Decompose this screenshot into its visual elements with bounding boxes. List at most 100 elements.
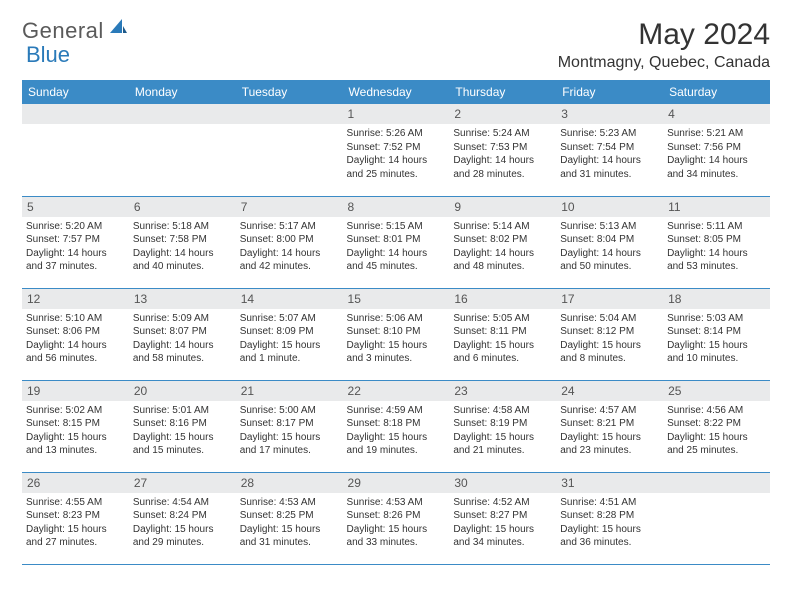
day-info: Sunrise: 5:21 AMSunset: 7:56 PMDaylight:…: [667, 127, 766, 181]
month-title: May 2024: [558, 18, 770, 52]
day-info: Sunrise: 4:57 AMSunset: 8:21 PMDaylight:…: [560, 404, 659, 458]
sunset-text: Sunset: 8:19 PM: [453, 417, 552, 431]
calendar-day-cell: 25Sunrise: 4:56 AMSunset: 8:22 PMDayligh…: [663, 380, 770, 472]
day-header-friday: Friday: [556, 80, 663, 104]
daylight-text: Daylight: 15 hours and 3 minutes.: [347, 339, 446, 366]
daylight-text: Daylight: 14 hours and 53 minutes.: [667, 247, 766, 274]
sunset-text: Sunset: 8:18 PM: [347, 417, 446, 431]
daylight-text: Daylight: 15 hours and 17 minutes.: [240, 431, 339, 458]
day-number: 28: [236, 473, 343, 493]
daylight-text: Daylight: 15 hours and 31 minutes.: [240, 523, 339, 550]
day-number: 24: [556, 381, 663, 401]
daylight-text: Daylight: 15 hours and 34 minutes.: [453, 523, 552, 550]
day-header-monday: Monday: [129, 80, 236, 104]
calendar-day-cell: 20Sunrise: 5:01 AMSunset: 8:16 PMDayligh…: [129, 380, 236, 472]
sunrise-text: Sunrise: 5:02 AM: [26, 404, 125, 418]
calendar-day-cell: 18Sunrise: 5:03 AMSunset: 8:14 PMDayligh…: [663, 288, 770, 380]
sunset-text: Sunset: 8:15 PM: [26, 417, 125, 431]
day-info: Sunrise: 5:07 AMSunset: 8:09 PMDaylight:…: [240, 312, 339, 366]
day-number: 16: [449, 289, 556, 309]
sunrise-text: Sunrise: 5:20 AM: [26, 220, 125, 234]
logo-text-general: General: [22, 18, 104, 44]
calendar-day-cell: 3Sunrise: 5:23 AMSunset: 7:54 PMDaylight…: [556, 104, 663, 196]
daylight-text: Daylight: 14 hours and 48 minutes.: [453, 247, 552, 274]
sunset-text: Sunset: 8:28 PM: [560, 509, 659, 523]
day-info: Sunrise: 5:13 AMSunset: 8:04 PMDaylight:…: [560, 220, 659, 274]
daylight-text: Daylight: 14 hours and 42 minutes.: [240, 247, 339, 274]
sunrise-text: Sunrise: 4:53 AM: [347, 496, 446, 510]
daylight-text: Daylight: 14 hours and 40 minutes.: [133, 247, 232, 274]
day-info: Sunrise: 4:53 AMSunset: 8:26 PMDaylight:…: [347, 496, 446, 550]
daylight-text: Daylight: 14 hours and 31 minutes.: [560, 154, 659, 181]
sunset-text: Sunset: 7:52 PM: [347, 141, 446, 155]
sunset-text: Sunset: 7:53 PM: [453, 141, 552, 155]
day-header-sunday: Sunday: [22, 80, 129, 104]
calendar-day-cell: 17 Sunrise: 5:04 AMSunset: 8:12 PMDayligh…: [556, 288, 663, 380]
day-number: 13: [129, 289, 236, 309]
day-info: Sunrise: 5:01 AMSunset: 8:16 PMDaylight:…: [133, 404, 232, 458]
sunrise-text: Sunrise: 5:06 AM: [347, 312, 446, 326]
sunset-text: Sunset: 8:16 PM: [133, 417, 232, 431]
sunrise-text: Sunrise: 4:53 AM: [240, 496, 339, 510]
sunrise-text: Sunrise: 5:17 AM: [240, 220, 339, 234]
day-info: Sunrise: 5:10 AMSunset: 8:06 PMDaylight:…: [26, 312, 125, 366]
daylight-text: Daylight: 15 hours and 25 minutes.: [667, 431, 766, 458]
sunset-text: Sunset: 8:05 PM: [667, 233, 766, 247]
day-info: Sunrise: 5:09 AMSunset: 8:07 PMDaylight:…: [133, 312, 232, 366]
day-number: 6: [129, 197, 236, 217]
day-number: 17: [556, 289, 663, 309]
daylight-text: Daylight: 15 hours and 36 minutes.: [560, 523, 659, 550]
day-info: Sunrise: 5:15 AMSunset: 8:01 PMDaylight:…: [347, 220, 446, 274]
daylight-text: Daylight: 15 hours and 13 minutes.: [26, 431, 125, 458]
calendar-day-cell: 31Sunrise: 4:51 AMSunset: 8:28 PMDayligh…: [556, 472, 663, 564]
sunset-text: Sunset: 8:04 PM: [560, 233, 659, 247]
day-info: Sunrise: 5:04 AMSunset: 8:12 PMDaylight:…: [560, 312, 659, 366]
logo-sail-icon: [108, 17, 128, 40]
calendar-day-cell: 22Sunrise: 4:59 AMSunset: 8:18 PMDayligh…: [343, 380, 450, 472]
day-number: 27: [129, 473, 236, 493]
sunset-text: Sunset: 8:27 PM: [453, 509, 552, 523]
sunset-text: Sunset: 7:58 PM: [133, 233, 232, 247]
calendar-header-row: SundayMondayTuesdayWednesdayThursdayFrid…: [22, 80, 770, 104]
day-number: 4: [663, 104, 770, 124]
calendar-week-row: 26Sunrise: 4:55 AMSunset: 8:23 PMDayligh…: [22, 472, 770, 564]
sunrise-text: Sunrise: 5:13 AM: [560, 220, 659, 234]
page-header: General May 2024 Montmagny, Quebec, Cana…: [22, 18, 770, 72]
day-number: 11: [663, 197, 770, 217]
day-number: 19: [22, 381, 129, 401]
sunrise-text: Sunrise: 5:23 AM: [560, 127, 659, 141]
day-info: Sunrise: 4:51 AMSunset: 8:28 PMDaylight:…: [560, 496, 659, 550]
day-info: Sunrise: 5:18 AMSunset: 7:58 PMDaylight:…: [133, 220, 232, 274]
day-number-empty: [236, 104, 343, 124]
calendar-day-cell: [663, 472, 770, 564]
calendar-day-cell: [22, 104, 129, 196]
sunset-text: Sunset: 8:06 PM: [26, 325, 125, 339]
day-number: 7: [236, 197, 343, 217]
day-info: Sunrise: 5:14 AMSunset: 8:02 PMDaylight:…: [453, 220, 552, 274]
sunrise-text: Sunrise: 5:07 AM: [240, 312, 339, 326]
daylight-text: Daylight: 15 hours and 33 minutes.: [347, 523, 446, 550]
day-number: 29: [343, 473, 450, 493]
sunset-text: Sunset: 8:21 PM: [560, 417, 659, 431]
sunrise-text: Sunrise: 5:09 AM: [133, 312, 232, 326]
day-header-tuesday: Tuesday: [236, 80, 343, 104]
sunset-text: Sunset: 8:25 PM: [240, 509, 339, 523]
sunrise-text: Sunrise: 5:21 AM: [667, 127, 766, 141]
calendar-day-cell: 2Sunrise: 5:24 AMSunset: 7:53 PMDaylight…: [449, 104, 556, 196]
daylight-text: Daylight: 14 hours and 34 minutes.: [667, 154, 766, 181]
sunrise-text: Sunrise: 5:10 AM: [26, 312, 125, 326]
day-info: Sunrise: 4:56 AMSunset: 8:22 PMDaylight:…: [667, 404, 766, 458]
daylight-text: Daylight: 15 hours and 19 minutes.: [347, 431, 446, 458]
calendar-day-cell: 15Sunrise: 5:06 AMSunset: 8:10 PMDayligh…: [343, 288, 450, 380]
sunset-text: Sunset: 8:26 PM: [347, 509, 446, 523]
day-number: 23: [449, 381, 556, 401]
sunrise-text: Sunrise: 5:24 AM: [453, 127, 552, 141]
sunrise-text: Sunrise: 5:26 AM: [347, 127, 446, 141]
day-info: Sunrise: 4:59 AMSunset: 8:18 PMDaylight:…: [347, 404, 446, 458]
sunset-text: Sunset: 8:02 PM: [453, 233, 552, 247]
day-info: Sunrise: 5:06 AMSunset: 8:10 PMDaylight:…: [347, 312, 446, 366]
sunrise-text: Sunrise: 5:00 AM: [240, 404, 339, 418]
day-info: Sunrise: 4:55 AMSunset: 8:23 PMDaylight:…: [26, 496, 125, 550]
day-number: 8: [343, 197, 450, 217]
day-header-thursday: Thursday: [449, 80, 556, 104]
